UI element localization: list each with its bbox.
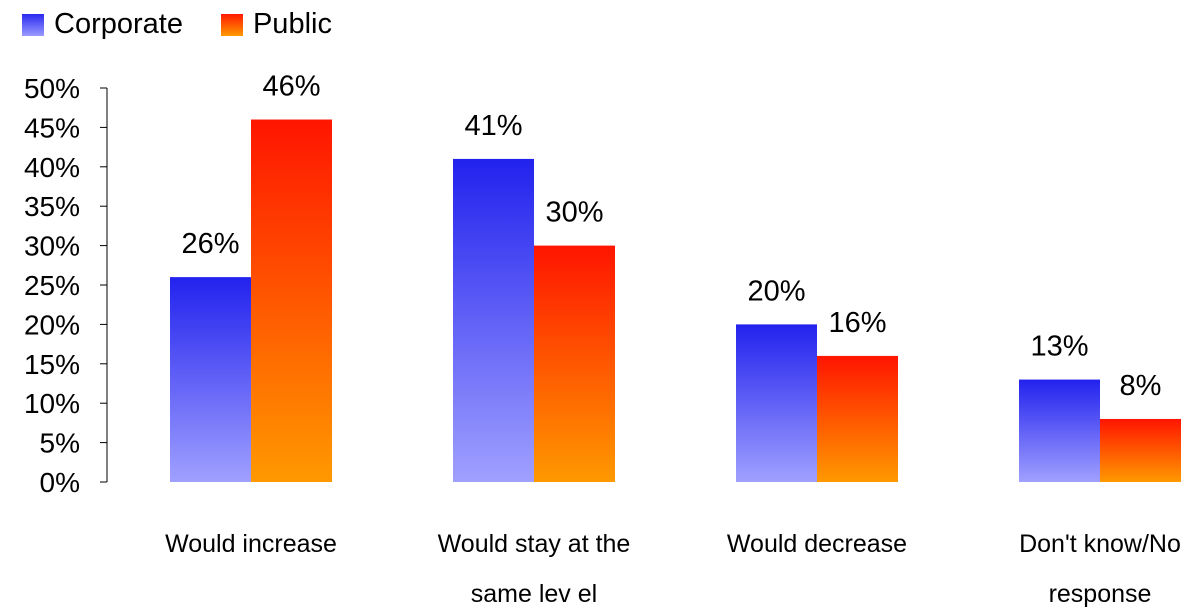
data-label: 13% <box>1030 331 1088 363</box>
x-tick-label: response <box>1049 580 1152 608</box>
legend-label-public: Public <box>252 8 332 40</box>
legend: Corporate Public <box>22 8 332 41</box>
bar-corporate <box>453 158 534 483</box>
bar-corporate <box>736 324 817 482</box>
data-label: 30% <box>545 197 603 229</box>
y-tick-label: 20% <box>24 309 80 340</box>
data-label: 46% <box>262 71 320 103</box>
y-tick-label: 15% <box>24 349 80 380</box>
bar-public <box>1100 418 1181 482</box>
data-label: 41% <box>464 110 522 142</box>
data-label: 26% <box>181 228 239 260</box>
y-tick-label: 5% <box>40 428 80 459</box>
bar-public <box>534 245 615 482</box>
y-tick-label: 0% <box>40 467 80 498</box>
legend-swatch-corporate <box>22 13 44 36</box>
y-tick-label: 25% <box>24 270 80 301</box>
y-tick-label: 35% <box>24 191 80 222</box>
data-label: 20% <box>747 275 805 307</box>
bar-public <box>251 119 332 483</box>
x-tick-label: Would increase <box>165 530 337 558</box>
y-tick-label: 40% <box>24 152 80 183</box>
x-tick-label: Would stay at the <box>438 530 631 558</box>
y-tick-label: 50% <box>24 73 80 104</box>
legend-swatch-public <box>220 13 243 36</box>
bar-corporate <box>170 277 251 482</box>
y-tick-label: 45% <box>24 112 80 143</box>
legend-label-corporate: Corporate <box>54 8 183 40</box>
legend-item-corporate: Corporate <box>22 8 183 41</box>
data-label: 8% <box>1120 370 1162 402</box>
x-tick-label: Don't know/No <box>1019 530 1181 558</box>
data-label: 16% <box>828 307 886 339</box>
bar-corporate <box>1019 379 1100 482</box>
x-tick-label: Would decrease <box>727 530 907 558</box>
y-tick-label: 10% <box>24 388 80 419</box>
x-tick-label: same lev el <box>471 580 597 608</box>
legend-item-public: Public <box>220 8 332 41</box>
bar-public <box>817 355 898 482</box>
y-tick-label: 30% <box>24 231 80 262</box>
